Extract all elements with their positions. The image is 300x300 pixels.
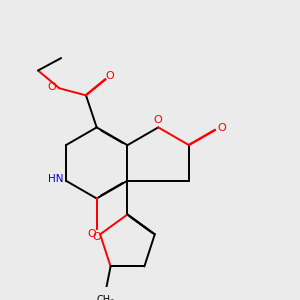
Text: O: O (92, 232, 101, 242)
Text: O: O (47, 82, 56, 92)
Text: O: O (87, 229, 96, 239)
Text: O: O (154, 115, 163, 124)
Text: CH₃: CH₃ (96, 295, 114, 300)
Text: O: O (217, 123, 226, 133)
Text: HN: HN (48, 174, 64, 184)
Text: O: O (106, 71, 114, 81)
